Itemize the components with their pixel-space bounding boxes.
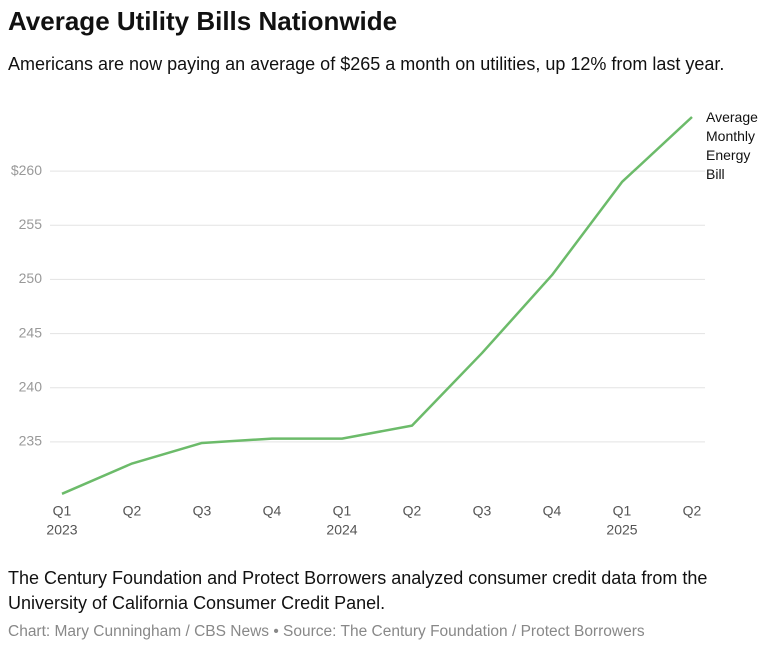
note: The Century Foundation and Protect Borro…: [8, 568, 708, 613]
y-tick-label: 235: [19, 433, 43, 449]
x-tick-label: Q1: [333, 503, 352, 519]
chart-subtitle: Americans are now paying an average of $…: [8, 54, 725, 74]
line: [61, 116, 693, 495]
x-year-label: 2025: [606, 522, 637, 538]
x-tick-label: Q1: [53, 503, 72, 519]
y-tick-label: 255: [19, 216, 43, 232]
x-tick-label: Q4: [543, 503, 562, 519]
x-year-label: 2024: [326, 522, 357, 538]
source: Chart: Mary Cunningham / CBS News • Sour…: [8, 623, 645, 640]
x-tick-label: Q1: [613, 503, 632, 519]
y-tick-label: $260: [11, 162, 42, 178]
x-tick-label: Q2: [123, 503, 142, 519]
y-tick-label: 240: [19, 378, 43, 394]
x-year-label: 2023: [46, 522, 77, 538]
x-tick-label: Q3: [193, 503, 212, 519]
x-tick-label: Q4: [263, 503, 282, 519]
x-tick-label: Q2: [683, 503, 702, 519]
y-tick-label: 250: [19, 270, 43, 286]
series-label: Average Monthly Energy Bill: [706, 109, 758, 182]
y-tick-label: 245: [19, 324, 43, 340]
chart-title: Average Utility Bills Nationwide: [8, 6, 398, 36]
x-tick-label: Q2: [403, 503, 422, 519]
x-tick-label: Q3: [473, 503, 492, 519]
